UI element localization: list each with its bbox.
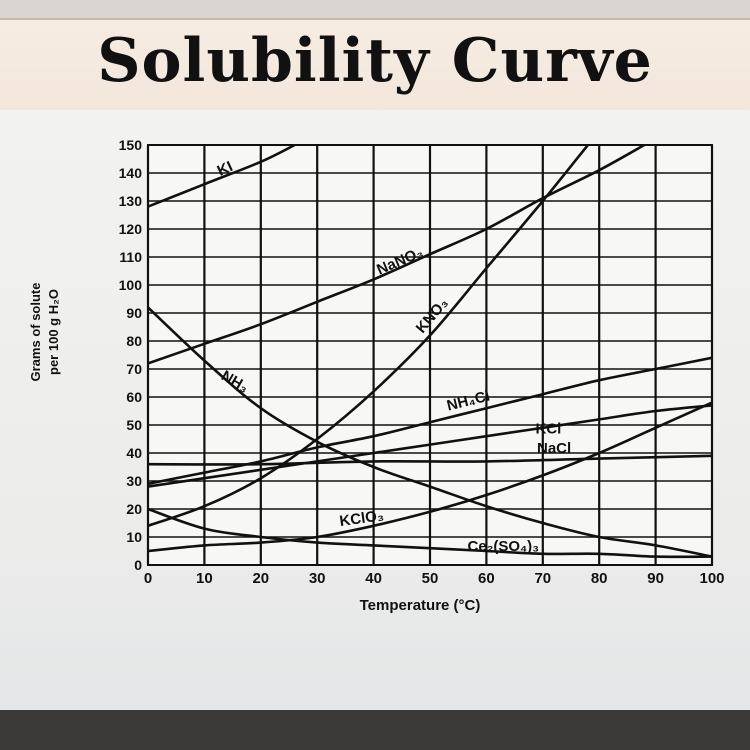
- curve-label-kcl: KCl: [536, 420, 562, 437]
- curve-kno: [148, 145, 590, 528]
- curve-label-ki: KI: [215, 158, 236, 180]
- screen-bezel: [0, 710, 750, 750]
- curve-label-ceso: Ce₂(SO₄)₃: [468, 538, 540, 555]
- x-tick-label: 60: [478, 570, 495, 587]
- y-tick-label: 0: [134, 557, 142, 573]
- curve-kclo: [148, 401, 712, 553]
- y-tick-label: 10: [126, 529, 142, 545]
- x-axis-label: Temperature (°C): [360, 597, 481, 614]
- y-tick-label: 110: [119, 249, 142, 265]
- y-tick-label: 150: [119, 137, 143, 153]
- x-tick-label: 70: [534, 570, 551, 587]
- y-tick-label: 130: [119, 193, 143, 209]
- x-tick-label: 10: [196, 570, 213, 587]
- curve-ki: [148, 145, 296, 208]
- y-tick-label: 100: [119, 277, 143, 293]
- y-tick-label: 120: [119, 221, 143, 237]
- y-tick-label: 70: [126, 361, 142, 377]
- x-tick-label: 30: [309, 570, 326, 587]
- y-tick-label: 40: [126, 445, 142, 461]
- y-axis-label-line-2: per 100 g H₂O: [46, 289, 61, 375]
- x-tick-label: 100: [699, 570, 724, 587]
- tick-labels: 0 10 20 30 40 50 60 70 80 90 100 0 10 20 30 40 50 60 70 80 9…: [119, 137, 725, 587]
- curves: [148, 145, 712, 559]
- curve-label-kclo: KClO₃: [339, 507, 385, 530]
- y-tick-label: 140: [119, 165, 143, 181]
- y-axis-label-line-1: Grams of solute: [28, 283, 43, 382]
- curve-nano: [148, 145, 646, 365]
- x-tick-label: 40: [365, 570, 382, 587]
- curve-nh: [148, 306, 712, 558]
- title-band: [0, 18, 750, 114]
- x-tick-label: 20: [252, 570, 269, 587]
- x-tick-label: 90: [647, 570, 664, 587]
- curve-label-nacl: NaCl: [537, 440, 571, 457]
- y-tick-label: 90: [126, 305, 142, 321]
- chart-title: Solubility Curve: [97, 26, 653, 96]
- curve-kcl: [148, 404, 712, 488]
- y-tick-label: 20: [126, 501, 142, 517]
- grid: [146, 144, 714, 566]
- y-tick-label: 50: [126, 417, 142, 433]
- curve-ceso: [148, 507, 712, 559]
- x-tick-label: 80: [591, 570, 608, 587]
- y-tick-label: 30: [126, 473, 142, 489]
- x-tick-label: 50: [422, 570, 439, 587]
- curve-nacl: [148, 454, 712, 466]
- y-tick-label: 60: [126, 389, 142, 405]
- y-tick-label: 80: [126, 333, 142, 349]
- x-tick-label: 0: [144, 570, 152, 587]
